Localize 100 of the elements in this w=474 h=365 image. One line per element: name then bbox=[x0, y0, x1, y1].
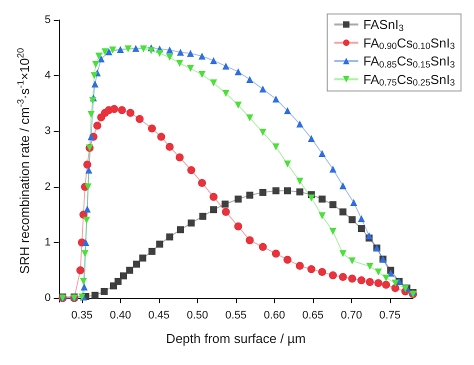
x-tick-label: 0.45 bbox=[148, 310, 170, 322]
point bbox=[126, 266, 134, 274]
point bbox=[357, 276, 366, 284]
point bbox=[98, 55, 105, 62]
x-tick-label: 0.75 bbox=[379, 310, 401, 322]
point bbox=[259, 188, 266, 196]
point bbox=[124, 45, 132, 52]
y-tick-label: 0 bbox=[44, 292, 51, 304]
point bbox=[328, 271, 337, 280]
point bbox=[339, 182, 346, 190]
point bbox=[80, 278, 87, 285]
point bbox=[284, 256, 292, 264]
point bbox=[90, 72, 98, 80]
point bbox=[83, 160, 92, 169]
point bbox=[358, 225, 365, 232]
point bbox=[114, 278, 122, 285]
point bbox=[339, 250, 346, 258]
point bbox=[348, 257, 356, 264]
point bbox=[105, 48, 112, 56]
point bbox=[234, 196, 242, 203]
point bbox=[84, 206, 91, 213]
point bbox=[126, 108, 134, 117]
point bbox=[198, 71, 206, 78]
point bbox=[272, 95, 280, 102]
point bbox=[234, 222, 242, 230]
x-tick-label: 0.65 bbox=[302, 310, 324, 322]
point bbox=[296, 262, 304, 270]
point bbox=[89, 97, 96, 104]
point bbox=[85, 166, 92, 174]
point bbox=[296, 178, 304, 185]
point bbox=[272, 250, 280, 258]
point bbox=[392, 280, 399, 287]
point bbox=[246, 236, 254, 244]
point bbox=[186, 50, 194, 57]
point bbox=[91, 292, 98, 299]
point bbox=[382, 280, 390, 289]
y-tick-label: 2 bbox=[44, 180, 51, 193]
point bbox=[186, 64, 194, 72]
point bbox=[259, 85, 266, 92]
point bbox=[318, 196, 326, 203]
point bbox=[84, 183, 92, 190]
point bbox=[88, 133, 95, 140]
point bbox=[259, 128, 266, 136]
y-tick-label: 4 bbox=[44, 70, 51, 82]
point bbox=[166, 233, 174, 240]
y-tick-label: 3 bbox=[44, 125, 51, 138]
point bbox=[234, 102, 242, 109]
point bbox=[198, 178, 206, 187]
point bbox=[88, 111, 95, 118]
point bbox=[188, 220, 195, 227]
point bbox=[348, 216, 356, 224]
point bbox=[246, 114, 254, 122]
point bbox=[246, 76, 254, 84]
point bbox=[91, 80, 98, 88]
point bbox=[246, 192, 254, 199]
point bbox=[76, 266, 84, 274]
point bbox=[382, 274, 390, 282]
point bbox=[132, 44, 140, 52]
point bbox=[156, 50, 164, 57]
x-tick-label: 0.55 bbox=[225, 310, 247, 322]
point bbox=[80, 283, 88, 290]
point bbox=[148, 124, 156, 132]
point bbox=[284, 160, 291, 168]
point bbox=[234, 68, 242, 76]
point bbox=[93, 122, 102, 130]
point bbox=[284, 187, 291, 194]
x-tick-label: 0.70 bbox=[340, 310, 362, 322]
point bbox=[284, 107, 291, 114]
point bbox=[391, 284, 400, 292]
point bbox=[374, 268, 382, 276]
point bbox=[176, 153, 184, 162]
point bbox=[157, 132, 166, 141]
point bbox=[166, 46, 174, 54]
point bbox=[116, 46, 124, 53]
point bbox=[296, 120, 304, 128]
y-tick-label: 5 bbox=[44, 14, 51, 26]
point bbox=[329, 228, 336, 235]
point bbox=[156, 240, 164, 248]
point bbox=[222, 200, 229, 208]
x-tick-label: 0.50 bbox=[186, 310, 208, 322]
point bbox=[210, 79, 218, 86]
point bbox=[118, 106, 126, 114]
point bbox=[348, 274, 356, 283]
point bbox=[366, 232, 373, 240]
point bbox=[366, 262, 374, 270]
point bbox=[272, 187, 280, 194]
x-tick-label: 0.35 bbox=[71, 310, 93, 322]
point bbox=[374, 279, 382, 288]
point bbox=[366, 278, 374, 286]
point bbox=[120, 272, 127, 280]
point bbox=[307, 265, 316, 274]
point bbox=[222, 62, 230, 70]
x-tick-label: 0.40 bbox=[110, 310, 132, 322]
point bbox=[95, 52, 102, 60]
point bbox=[199, 212, 206, 220]
point bbox=[318, 268, 326, 276]
point bbox=[296, 188, 304, 196]
point bbox=[210, 57, 218, 64]
y-tick-label: 1 bbox=[44, 236, 51, 248]
point bbox=[272, 143, 280, 150]
